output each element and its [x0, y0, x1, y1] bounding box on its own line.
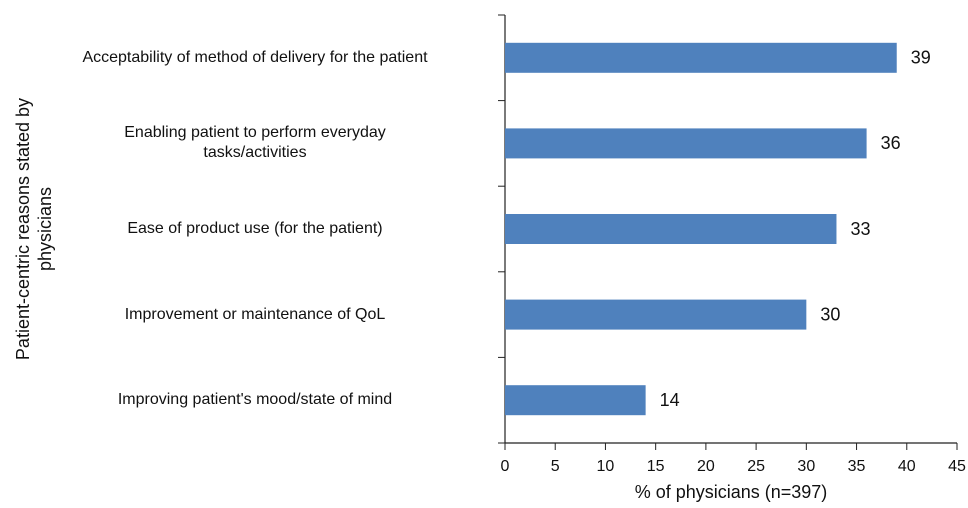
x-tick-label: 5 [551, 458, 560, 475]
data-label: 30 [820, 304, 840, 324]
x-tick-label: 15 [647, 458, 665, 475]
x-axis-label: % of physicians (n=397) [635, 482, 828, 502]
bar [505, 299, 807, 330]
bar [505, 214, 837, 244]
x-tick-label: 25 [747, 458, 765, 475]
data-label: 33 [850, 219, 870, 239]
data-label: 36 [881, 133, 901, 153]
x-tick-label: 30 [797, 458, 815, 475]
bar [505, 385, 646, 416]
x-tick-label: 35 [848, 458, 866, 475]
data-label: 14 [660, 390, 680, 410]
y-tick-label: Improving patient's mood/state of mind [117, 391, 393, 409]
x-tick-label: 20 [697, 458, 715, 475]
data-label: 39 [911, 48, 931, 68]
y-tick-label: Enabling patient to perform everyday tas… [124, 124, 386, 162]
x-tick-label: 40 [898, 458, 916, 475]
y-tick-label: Ease of product use (for the patient) [127, 220, 383, 237]
x-tick-label: 10 [597, 458, 615, 475]
bar [505, 128, 867, 159]
x-tick-label: 0 [501, 458, 510, 475]
y-tick-label: Improvement or maintenance of QoL [124, 305, 386, 323]
bar [505, 42, 897, 73]
x-tick-label: 45 [948, 458, 966, 475]
y-tick-label: Acceptability of method of delivery for … [82, 48, 428, 66]
